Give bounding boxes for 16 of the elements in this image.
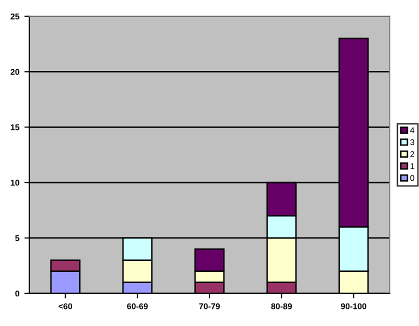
y-tick-label: 15 <box>10 124 20 130</box>
x-tick-label: <60 <box>58 303 72 310</box>
legend-label: 4 <box>410 127 414 134</box>
y-tick-label: 10 <box>10 180 20 186</box>
legend-label: 0 <box>410 175 414 181</box>
y-tick-label: 0 <box>15 290 20 296</box>
x-tick-label: 90-100 <box>340 303 366 310</box>
x-tick-label: 70-79 <box>199 303 220 310</box>
y-tick-label: 5 <box>15 235 20 242</box>
legend-label: 3 <box>410 139 414 146</box>
legend-label: 2 <box>410 151 414 158</box>
legend-label: 1 <box>410 163 414 169</box>
x-tick-label: 80-89 <box>271 303 292 310</box>
x-tick-label: 60-69 <box>127 303 148 310</box>
y-tick-label: 20 <box>10 68 20 75</box>
y-tick-label: 25 <box>10 14 20 20</box>
